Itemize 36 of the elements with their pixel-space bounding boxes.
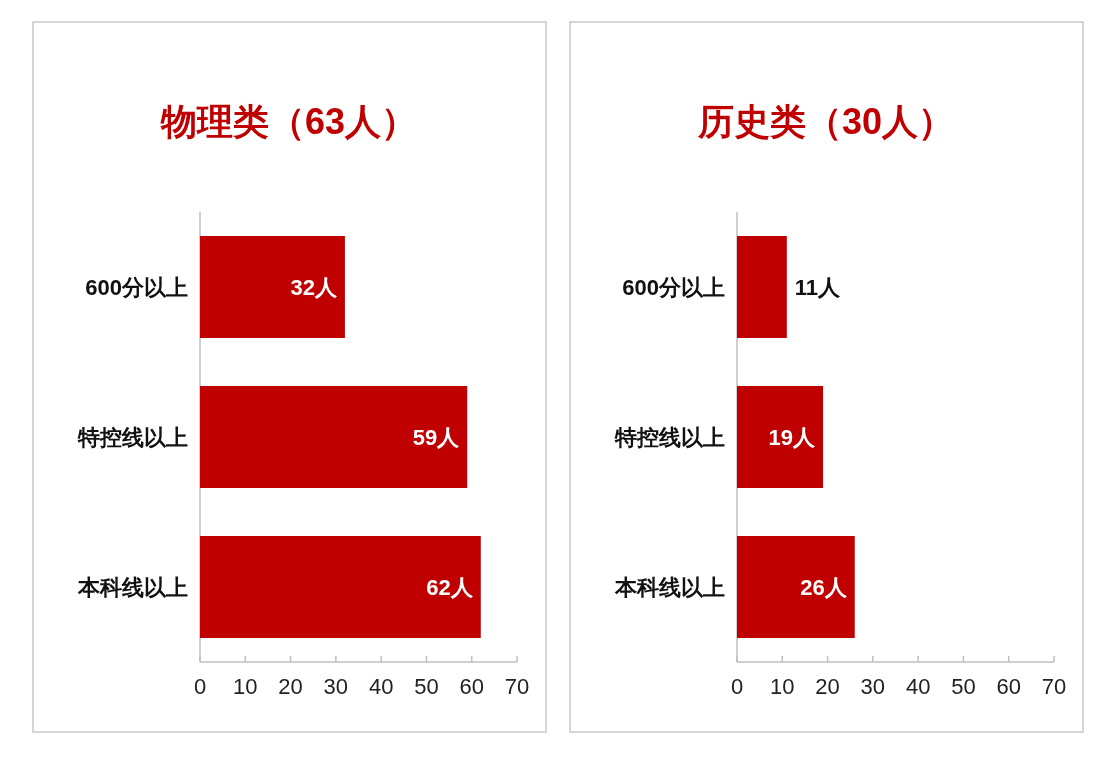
x-tick-label: 20 bbox=[815, 674, 840, 699]
x-tick-label: 30 bbox=[323, 674, 349, 699]
x-tick-label: 40 bbox=[905, 674, 931, 699]
y-tick-label: 600分以上 bbox=[622, 275, 725, 300]
x-tick-label: 10 bbox=[770, 674, 795, 699]
y-tick-label: 特控线以上 bbox=[77, 425, 188, 450]
y-tick-label: 600分以上 bbox=[85, 275, 188, 300]
bar bbox=[737, 236, 787, 338]
x-tick-label: 30 bbox=[860, 674, 886, 699]
data-label: 26人 bbox=[800, 575, 848, 600]
x-tick-label: 10 bbox=[233, 674, 258, 699]
bar bbox=[200, 386, 468, 488]
x-tick-label: 60 bbox=[459, 674, 484, 699]
data-label: 19人 bbox=[768, 425, 817, 450]
bar bbox=[200, 536, 481, 638]
chart-title: 历史类（30人） bbox=[696, 101, 955, 142]
bar bbox=[200, 236, 345, 338]
x-tick-label: 0 bbox=[730, 674, 744, 699]
x-tick-label: 0 bbox=[193, 674, 207, 699]
x-tick-label: 60 bbox=[996, 674, 1021, 699]
bar bbox=[737, 536, 855, 638]
data-label: 59人 bbox=[412, 425, 461, 450]
bar bbox=[737, 386, 824, 488]
data-label: 62人 bbox=[426, 575, 474, 600]
x-tick-label: 50 bbox=[951, 674, 976, 699]
chart-title: 物理类（63人） bbox=[159, 101, 418, 142]
y-tick-label: 本科线以上 bbox=[614, 575, 725, 600]
x-tick-label: 40 bbox=[368, 674, 394, 699]
x-tick-label: 20 bbox=[278, 674, 303, 699]
data-label: 11人 bbox=[794, 275, 842, 300]
data-label: 32人 bbox=[290, 275, 338, 300]
x-tick-label: 50 bbox=[414, 674, 439, 699]
x-tick-label: 70 bbox=[1041, 674, 1067, 699]
y-tick-label: 本科线以上 bbox=[77, 575, 188, 600]
x-tick-label: 70 bbox=[504, 674, 530, 699]
y-tick-label: 特控线以上 bbox=[614, 425, 725, 450]
